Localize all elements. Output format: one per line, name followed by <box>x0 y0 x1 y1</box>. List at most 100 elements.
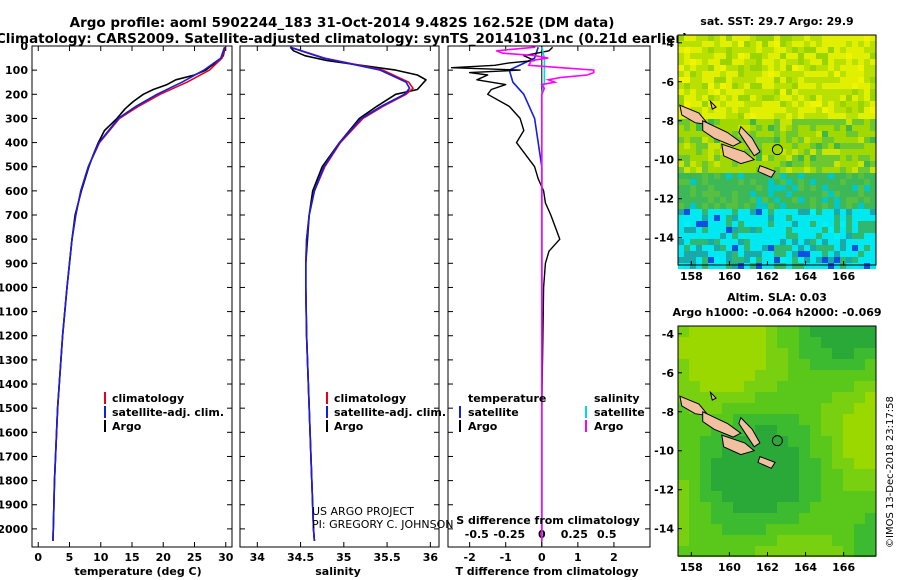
map-x-tick-label: 158 <box>680 270 703 283</box>
map-cell <box>762 233 768 239</box>
map-cell <box>810 65 816 71</box>
map-cell <box>768 221 774 227</box>
map-cell <box>750 227 756 233</box>
map-cell <box>804 137 810 143</box>
map-cell <box>832 502 843 513</box>
map-cell <box>788 469 799 480</box>
map-cell <box>786 59 792 65</box>
map-cell <box>786 155 792 161</box>
map-cell <box>711 381 722 392</box>
map-cell <box>702 113 708 119</box>
map-cell <box>732 113 738 119</box>
map-cell <box>858 245 864 251</box>
map-cell <box>744 173 750 179</box>
map-cell <box>846 167 852 173</box>
map-cell <box>858 107 864 113</box>
map-cell <box>865 381 876 392</box>
map-cell <box>854 546 865 557</box>
map-cell <box>780 251 786 257</box>
map-cell <box>810 161 816 167</box>
map-cell <box>690 233 696 239</box>
map-cell <box>870 83 876 89</box>
map-cell <box>792 215 798 221</box>
map-cell <box>840 233 846 239</box>
map-cell <box>732 131 738 137</box>
map-cell <box>690 185 696 191</box>
map-cell <box>780 191 786 197</box>
map-cell <box>854 348 865 359</box>
map-cell <box>846 251 852 257</box>
map-cell <box>846 71 852 77</box>
map-cell <box>756 137 762 143</box>
map-cell <box>714 137 720 143</box>
map-cell <box>865 326 876 337</box>
map-cell <box>714 65 720 71</box>
map-cell <box>810 167 816 173</box>
map-cell <box>700 458 711 469</box>
map-cell <box>799 414 810 425</box>
map-cell <box>834 233 840 239</box>
map-cell <box>744 227 750 233</box>
x-tick-label: 1 <box>574 551 582 564</box>
map-cell <box>804 179 810 185</box>
map-cell <box>821 491 832 502</box>
map-cell <box>774 119 780 125</box>
map-cell <box>843 381 854 392</box>
map-cell <box>750 233 756 239</box>
map-cell <box>777 370 788 381</box>
map-cell <box>864 185 870 191</box>
map-cell <box>732 257 738 263</box>
map-cell <box>702 77 708 83</box>
map-cell <box>756 239 762 245</box>
map-cell <box>816 155 822 161</box>
map-cell <box>780 233 786 239</box>
map-cell <box>684 221 690 227</box>
map-cell <box>828 65 834 71</box>
map-cell <box>684 215 690 221</box>
map-cell <box>766 326 777 337</box>
map-cell <box>828 77 834 83</box>
map-cell <box>744 403 755 414</box>
map-cell <box>744 221 750 227</box>
map-cell <box>864 149 870 155</box>
map-cell <box>864 119 870 125</box>
map-cell <box>852 209 858 215</box>
map-cell <box>733 381 744 392</box>
map-cell <box>870 227 876 233</box>
map-cell <box>810 107 816 113</box>
map-cell <box>846 239 852 245</box>
map-cell <box>678 447 689 458</box>
map-cell <box>777 326 788 337</box>
map-cell <box>738 257 744 263</box>
map-cell <box>700 524 711 535</box>
map-cell <box>696 251 702 257</box>
map-cell <box>804 191 810 197</box>
map-cell <box>690 35 696 41</box>
map-cell <box>852 83 858 89</box>
map-cell <box>714 209 720 215</box>
map-cell <box>708 167 714 173</box>
map-cell <box>708 155 714 161</box>
map-cell <box>788 337 799 348</box>
map-cell <box>714 251 720 257</box>
map-cell <box>750 53 756 59</box>
map-cell <box>738 221 744 227</box>
map-cell <box>792 161 798 167</box>
map-cell <box>750 185 756 191</box>
map-cell <box>750 47 756 53</box>
map-cell <box>708 179 714 185</box>
map-cell <box>702 149 708 155</box>
map-cell <box>816 251 822 257</box>
map-cell <box>792 83 798 89</box>
map-cell <box>777 513 788 524</box>
map-cell <box>864 41 870 47</box>
map-cell <box>708 161 714 167</box>
map-cell <box>744 502 755 513</box>
sst-map-frame <box>677 34 877 266</box>
map-cell <box>834 239 840 245</box>
map-cell <box>816 113 822 119</box>
map-cell <box>864 233 870 239</box>
map-cell <box>777 491 788 502</box>
map-cell <box>852 167 858 173</box>
map-cell <box>798 191 804 197</box>
